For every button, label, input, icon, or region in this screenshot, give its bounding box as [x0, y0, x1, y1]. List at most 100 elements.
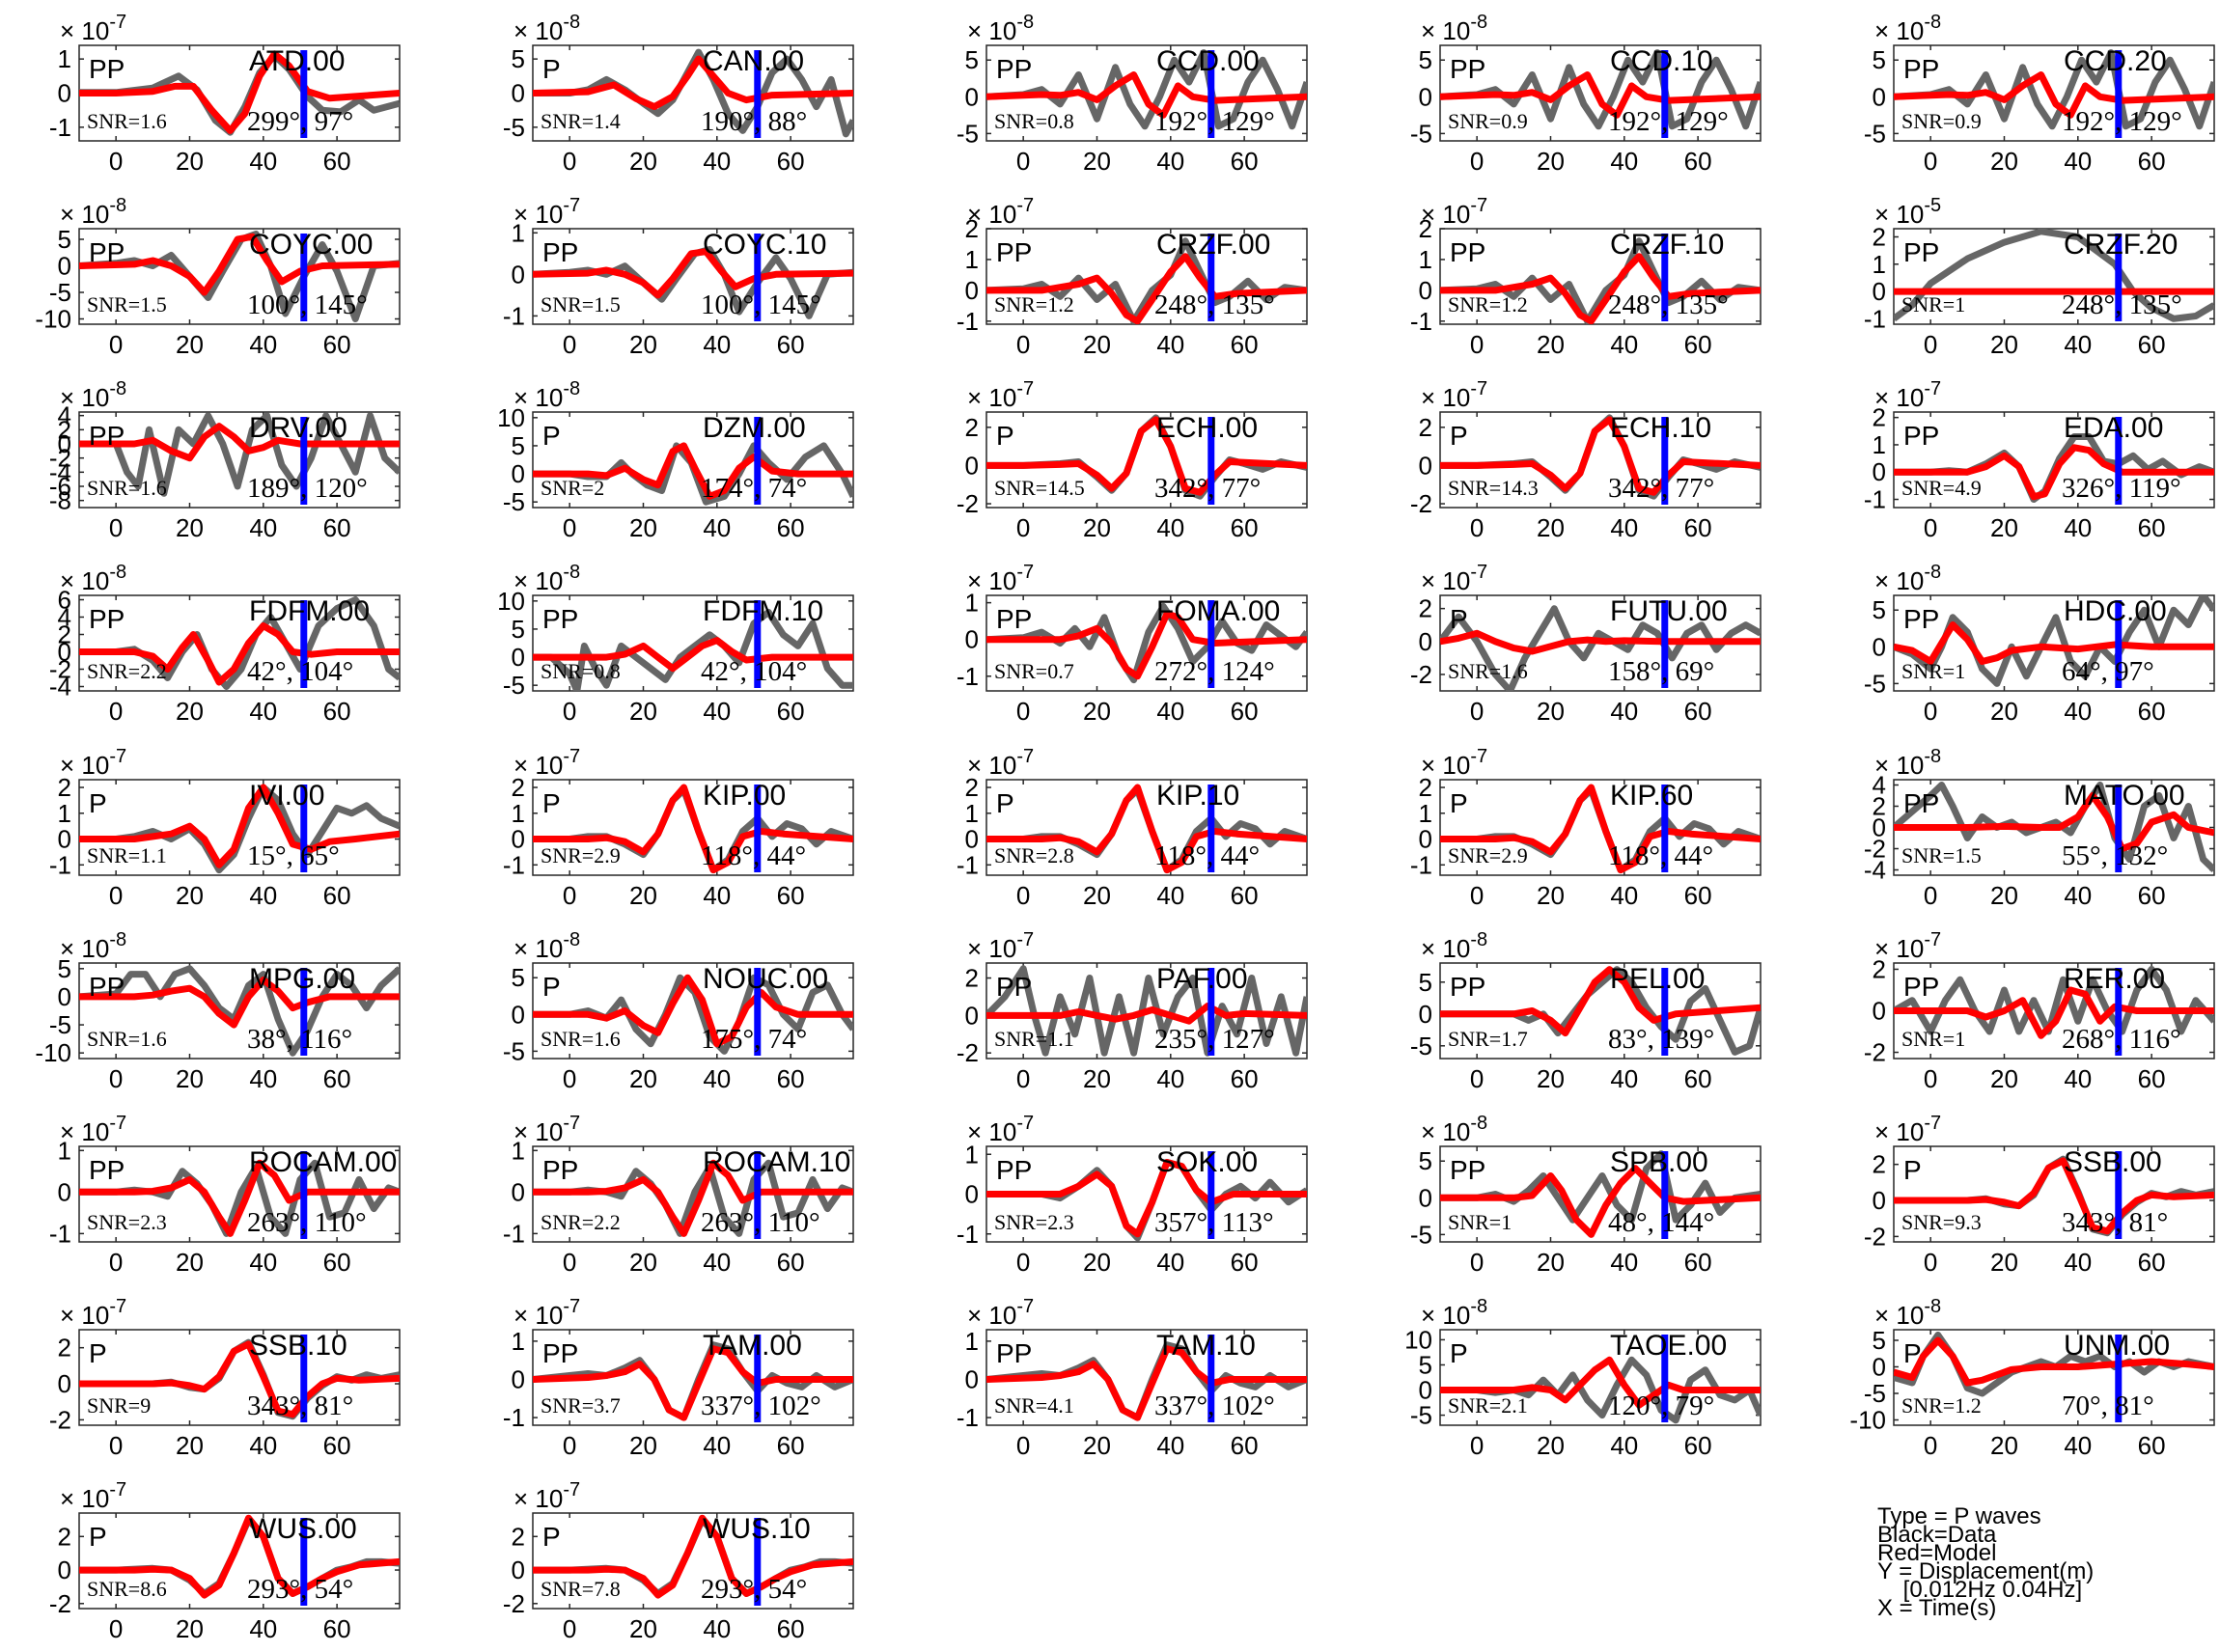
plot-area	[533, 48, 853, 138]
y-exponent-label: × 10-8	[513, 12, 580, 45]
station-label: CRZF.10	[1610, 229, 1724, 261]
x-tick-label: 0	[1016, 513, 1030, 542]
x-tick-label: 60	[2138, 697, 2166, 726]
y-tick-label: 2	[512, 1522, 525, 1551]
plot-area	[79, 1514, 400, 1606]
y-tick-label: 2	[1419, 214, 1432, 243]
y-tick-label: -5	[49, 1010, 71, 1039]
axes-box	[985, 594, 1308, 692]
plot-area	[533, 234, 853, 321]
y-tick-label: 2	[58, 1522, 71, 1551]
y-exponent-label: × 10-8	[60, 562, 126, 595]
x-tick-label: 0	[1924, 1431, 1937, 1460]
plot-area	[986, 234, 1307, 324]
phase-label: PP	[89, 237, 125, 267]
x-tick-label: 20	[1537, 1248, 1565, 1277]
model-trace	[533, 248, 853, 299]
data-trace	[986, 49, 1307, 130]
phase-label: PP	[1450, 972, 1485, 1002]
phase-label: P	[89, 1522, 107, 1552]
x-tick-label: 40	[1610, 697, 1638, 726]
y-tick-label: 2	[512, 773, 525, 802]
y-tick-label: 0	[58, 638, 71, 667]
snr-label: SNR=2.2	[87, 659, 167, 683]
y-tick-label: -2	[1864, 835, 1886, 864]
panel-coyc-10: 0 20 40 60 -1 0 1× 10-7 PP COYC.10 SNR=1.5 100°, 1…	[503, 195, 854, 359]
model-trace	[533, 1514, 853, 1599]
y-tick-label: 5	[1419, 968, 1432, 997]
x-tick-label: 40	[1156, 1064, 1184, 1093]
model-trace	[533, 1159, 853, 1237]
y-tick-label: 2	[965, 413, 979, 442]
x-tick-label: 40	[1610, 147, 1638, 176]
y-tick-label: 0	[965, 825, 979, 854]
phase-label: PP	[996, 237, 1032, 267]
y-exponent-label: × 10-8	[60, 929, 126, 963]
snr-label: SNR=1.5	[87, 292, 167, 317]
azimuth-label: 293°, 54°	[247, 1574, 353, 1605]
axes-box	[1439, 44, 1762, 142]
plot-area	[1894, 229, 2214, 322]
snr-label: SNR=8.6	[87, 1577, 167, 1601]
snr-label: SNR=2.9	[541, 843, 621, 867]
plot-area	[1440, 966, 1761, 1056]
station-label: FOMA.00	[1156, 595, 1280, 627]
phase-label: PP	[1903, 54, 1939, 84]
x-tick-label: 40	[1156, 147, 1184, 176]
x-tick-label: 60	[1231, 513, 1259, 542]
y-tick-label: -5	[503, 487, 525, 516]
x-tick-label: 20	[1537, 1064, 1565, 1093]
y-tick-label: 1	[965, 1327, 979, 1356]
data-trace	[1894, 966, 2214, 1035]
x-tick-label: 0	[1470, 147, 1484, 176]
data-trace	[79, 412, 400, 497]
x-tick-label: 60	[1231, 330, 1259, 359]
x-tick-label: 40	[703, 1614, 731, 1643]
y-tick-label: 0	[58, 79, 71, 108]
y-exponent-label: × 10-7	[1421, 195, 1487, 229]
axes-box	[532, 594, 854, 692]
data-trace	[1894, 49, 2214, 130]
station-label: WUS.00	[249, 1513, 357, 1545]
azimuth-label: 248°, 135°	[1154, 289, 1275, 320]
snr-label: SNR=1	[1901, 659, 1965, 683]
x-tick-label: 20	[1083, 1248, 1111, 1277]
x-tick-label: 0	[1016, 147, 1030, 176]
y-tick-label: -4	[1864, 856, 1886, 885]
y-exponent-label: × 10-7	[1421, 746, 1487, 780]
panel-ccd-10: 0 20 40 60 -5 0 5× 10-8 PP CCD.10 SNR=0.9 192°, 12…	[1410, 12, 1762, 176]
x-tick-label: 0	[109, 1248, 123, 1277]
x-tick-label: 40	[1610, 1431, 1638, 1460]
phase-label: P	[542, 1522, 561, 1552]
y-tick-label: 5	[512, 963, 525, 992]
snr-label: SNR=1.2	[994, 292, 1074, 317]
x-tick-label: 60	[777, 330, 805, 359]
model-trace	[1894, 444, 2214, 501]
station-label: UNM.00	[2064, 1330, 2170, 1362]
y-tick-label: -1	[503, 1403, 525, 1432]
snr-label: SNR=1	[1901, 292, 1965, 317]
y-exponent-label: × 10-8	[1421, 1113, 1487, 1146]
x-tick-label: 0	[1924, 697, 1937, 726]
y-tick-label: 4	[58, 401, 71, 430]
y-tick-label: 1	[512, 218, 525, 247]
y-tick-label: 0	[965, 451, 979, 480]
panel-tam-10: 0 20 40 60 -1 0 1× 10-7 PP TAM.10 SNR=4.1 337°, 10…	[957, 1296, 1308, 1460]
y-tick-label: -1	[1410, 307, 1432, 336]
y-tick-label: 0	[58, 1556, 71, 1584]
azimuth-label: 118°, 44°	[1608, 840, 1713, 871]
x-tick-label: 40	[249, 1614, 277, 1643]
axes-box	[985, 44, 1308, 142]
x-tick-label: 40	[2064, 330, 2092, 359]
y-exponent-label: × 10-7	[967, 746, 1034, 780]
x-tick-label: 20	[1083, 513, 1111, 542]
station-label: HDC.00	[2064, 595, 2167, 627]
x-tick-label: 40	[2064, 147, 2092, 176]
panel-can-00: 0 20 40 60 -5 0 5× 10-8 P CAN.00 SNR=1.4 190°, 88°	[503, 12, 854, 176]
y-tick-label: -5	[1410, 1401, 1432, 1430]
y-exponent-label: × 10-7	[967, 1113, 1034, 1146]
y-tick-label: 0	[58, 982, 71, 1011]
